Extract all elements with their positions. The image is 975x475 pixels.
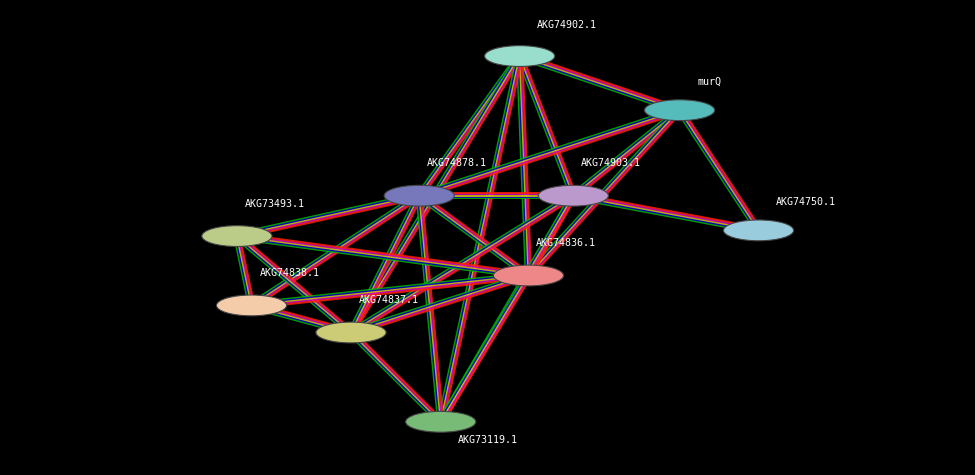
Text: AKG74838.1: AKG74838.1 bbox=[259, 268, 320, 278]
Ellipse shape bbox=[644, 100, 715, 121]
Ellipse shape bbox=[406, 411, 476, 432]
Ellipse shape bbox=[216, 295, 287, 316]
Text: AKG74902.1: AKG74902.1 bbox=[537, 20, 598, 30]
Text: AKG74750.1: AKG74750.1 bbox=[776, 197, 837, 207]
Ellipse shape bbox=[316, 322, 386, 343]
Ellipse shape bbox=[493, 265, 564, 286]
Text: murQ: murQ bbox=[697, 76, 722, 86]
Text: AKG74903.1: AKG74903.1 bbox=[581, 158, 642, 168]
Text: AKG74878.1: AKG74878.1 bbox=[427, 158, 488, 168]
Text: AKG74836.1: AKG74836.1 bbox=[536, 238, 597, 248]
Ellipse shape bbox=[202, 226, 272, 247]
Ellipse shape bbox=[723, 220, 794, 241]
Text: AKG73119.1: AKG73119.1 bbox=[458, 435, 519, 445]
Ellipse shape bbox=[485, 46, 555, 66]
Text: AKG73493.1: AKG73493.1 bbox=[245, 199, 305, 209]
Ellipse shape bbox=[384, 185, 454, 206]
Ellipse shape bbox=[538, 185, 608, 206]
Text: AKG74837.1: AKG74837.1 bbox=[359, 295, 419, 305]
